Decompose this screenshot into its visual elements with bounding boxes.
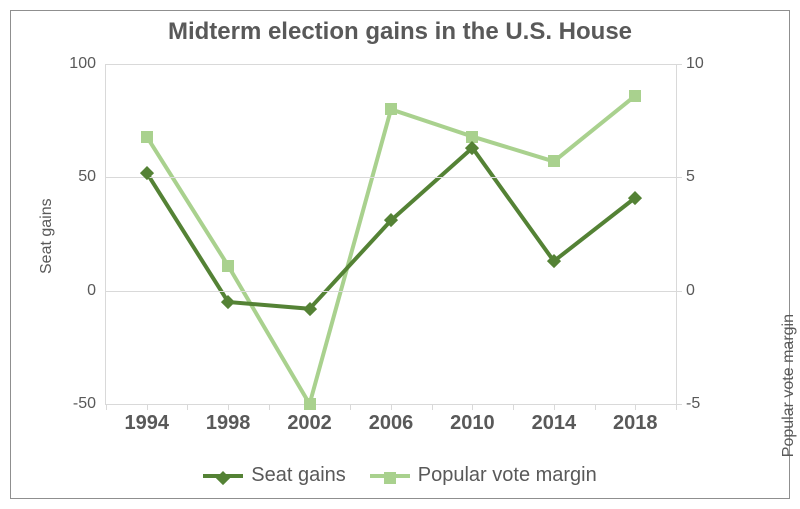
y2-tick-mark (676, 291, 682, 292)
y1-axis-label: Seat gains (38, 198, 56, 274)
square-marker (304, 398, 316, 410)
legend-line-icon (203, 474, 243, 478)
series-line (147, 96, 636, 404)
square-marker (548, 155, 560, 167)
x-boundary-tick-mark (350, 404, 351, 410)
legend-item: Seat gains (203, 464, 346, 487)
legend-item: Popular vote margin (370, 464, 597, 487)
x-boundary-tick-mark (187, 404, 188, 410)
square-marker (222, 260, 234, 272)
square-marker (385, 103, 397, 115)
x-boundary-tick-mark (513, 404, 514, 410)
chart-container: Midterm election gains in the U.S. House… (0, 0, 800, 509)
x-tick-mark (554, 404, 555, 410)
x-tick-mark (472, 404, 473, 410)
y1-tick-label: 100 (69, 55, 106, 73)
y2-axis-label: Popular vote margin (780, 314, 798, 457)
x-boundary-tick-mark (676, 404, 677, 410)
diamond-marker-icon (216, 471, 230, 485)
plot-area: -50050100-505101994199820022006201020142… (105, 64, 677, 405)
x-tick-mark (635, 404, 636, 410)
x-boundary-tick-mark (595, 404, 596, 410)
chart-title: Midterm election gains in the U.S. House (0, 18, 800, 46)
square-marker-icon (384, 472, 396, 484)
gridline (106, 177, 676, 178)
square-marker (629, 90, 641, 102)
x-boundary-tick-mark (106, 404, 107, 410)
gridline (106, 64, 676, 65)
y2-tick-mark (676, 64, 682, 65)
square-marker (141, 131, 153, 143)
y1-tick-label: 50 (78, 168, 106, 186)
legend-label: Popular vote margin (418, 464, 597, 487)
legend-label: Seat gains (251, 464, 346, 487)
x-boundary-tick-mark (269, 404, 270, 410)
series-line (147, 148, 636, 309)
x-tick-mark (391, 404, 392, 410)
x-boundary-tick-mark (432, 404, 433, 410)
x-tick-mark (228, 404, 229, 410)
legend: Seat gains Popular vote margin (0, 461, 800, 488)
y1-tick-label: -50 (73, 395, 106, 413)
y1-tick-label: 0 (87, 282, 106, 300)
legend-line-icon (370, 474, 410, 478)
gridline (106, 291, 676, 292)
x-tick-mark (147, 404, 148, 410)
y2-tick-mark (676, 177, 682, 178)
